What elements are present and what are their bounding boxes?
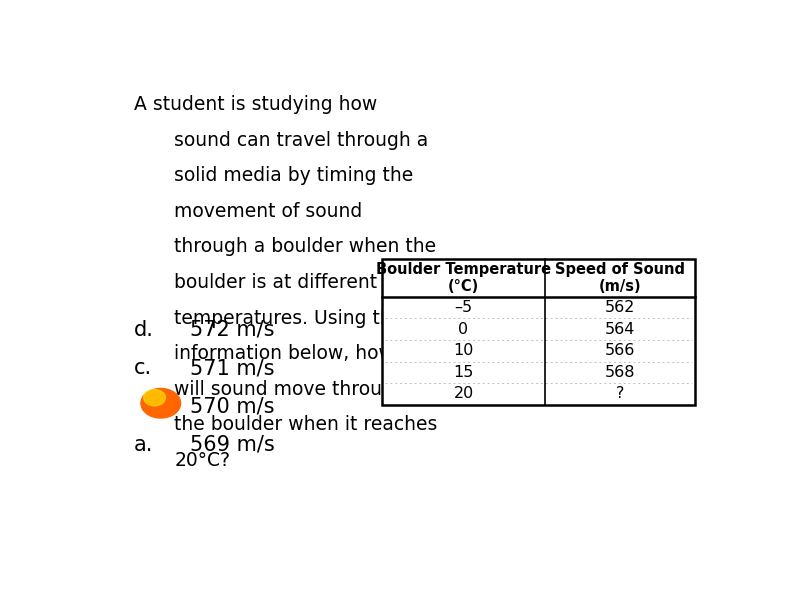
Text: sound can travel through a: sound can travel through a: [174, 131, 429, 149]
Text: 20°C?: 20°C?: [174, 451, 230, 470]
FancyBboxPatch shape: [382, 259, 695, 404]
Text: c.: c.: [134, 358, 152, 378]
Text: 10: 10: [454, 343, 474, 358]
Text: information below, how fast: information below, how fast: [174, 344, 435, 363]
Text: 562: 562: [605, 300, 635, 315]
Text: 572 m/s: 572 m/s: [190, 320, 274, 340]
Text: 0: 0: [458, 322, 469, 337]
Circle shape: [144, 389, 166, 406]
Text: ?: ?: [616, 386, 624, 401]
Text: will sound move through: will sound move through: [174, 380, 406, 398]
Text: boulder is at different: boulder is at different: [174, 273, 378, 292]
Text: 571 m/s: 571 m/s: [190, 358, 274, 378]
Text: 564: 564: [605, 322, 635, 337]
Text: Boulder Temperature
(°C): Boulder Temperature (°C): [376, 262, 551, 294]
Circle shape: [141, 388, 181, 418]
Text: 20: 20: [454, 386, 474, 401]
Text: 15: 15: [454, 365, 474, 380]
Text: A student is studying how: A student is studying how: [134, 95, 378, 114]
Text: the boulder when it reaches: the boulder when it reaches: [174, 415, 438, 434]
Text: 566: 566: [605, 343, 635, 358]
Text: d.: d.: [134, 320, 154, 340]
Text: a.: a.: [134, 435, 154, 455]
Text: solid media by timing the: solid media by timing the: [174, 166, 414, 185]
Text: Speed of Sound
(m/s): Speed of Sound (m/s): [555, 262, 685, 294]
Text: –5: –5: [454, 300, 473, 315]
Text: movement of sound: movement of sound: [174, 202, 362, 221]
Text: 569 m/s: 569 m/s: [190, 435, 274, 455]
Text: through a boulder when the: through a boulder when the: [174, 238, 437, 256]
Text: temperatures. Using the: temperatures. Using the: [174, 308, 404, 328]
Text: 570 m/s: 570 m/s: [190, 397, 274, 416]
Text: 568: 568: [605, 365, 635, 380]
